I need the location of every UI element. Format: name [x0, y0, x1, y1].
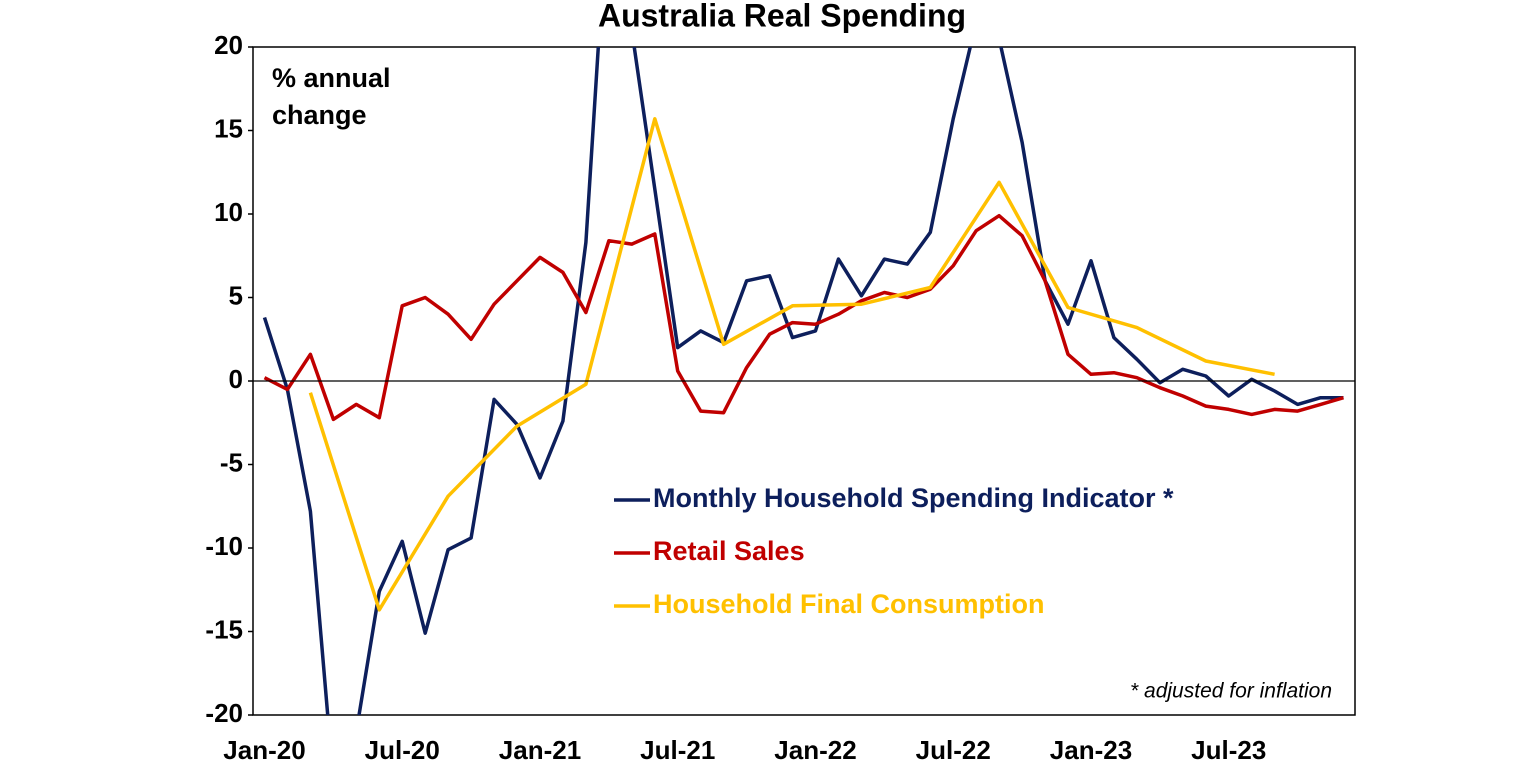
y-tick-label: 0	[229, 364, 243, 394]
y-tick-label: -15	[205, 614, 243, 644]
y-tick-label: 15	[214, 113, 243, 143]
series-line	[262, 47, 1344, 715]
x-tick-label: Jul-22	[916, 735, 991, 765]
y-axis-label: change	[272, 100, 367, 130]
x-tick-label: Jul-23	[1191, 735, 1266, 765]
y-tick-label: -10	[205, 531, 243, 561]
annotation: * adjusted for inflation	[1130, 680, 1332, 703]
plot-area	[262, 47, 1344, 715]
chart-title: Australia Real Spending	[598, 0, 966, 33]
x-tick-label: Jul-21	[640, 735, 715, 765]
y-tick-label: 5	[229, 280, 243, 310]
x-tick-label: Jan-23	[1050, 735, 1132, 765]
y-tick-label: 10	[214, 197, 243, 227]
legend-label: Retail Sales	[653, 536, 805, 566]
y-axis-label: % annual	[272, 63, 391, 93]
x-tick-label: Jan-22	[774, 735, 856, 765]
y-tick-label: -5	[220, 447, 243, 477]
y-tick-label: 20	[214, 30, 243, 60]
x-tick-label: Jul-20	[365, 735, 440, 765]
legend-label: Monthly Household Spending Indicator *	[653, 483, 1174, 513]
y-tick-label: -20	[205, 698, 243, 728]
series-line	[263, 213, 1344, 422]
series-line	[308, 117, 1275, 612]
legend-label: Household Final Consumption	[653, 589, 1044, 619]
x-tick-label: Jan-20	[223, 735, 305, 765]
x-tick-label: Jan-21	[499, 735, 581, 765]
